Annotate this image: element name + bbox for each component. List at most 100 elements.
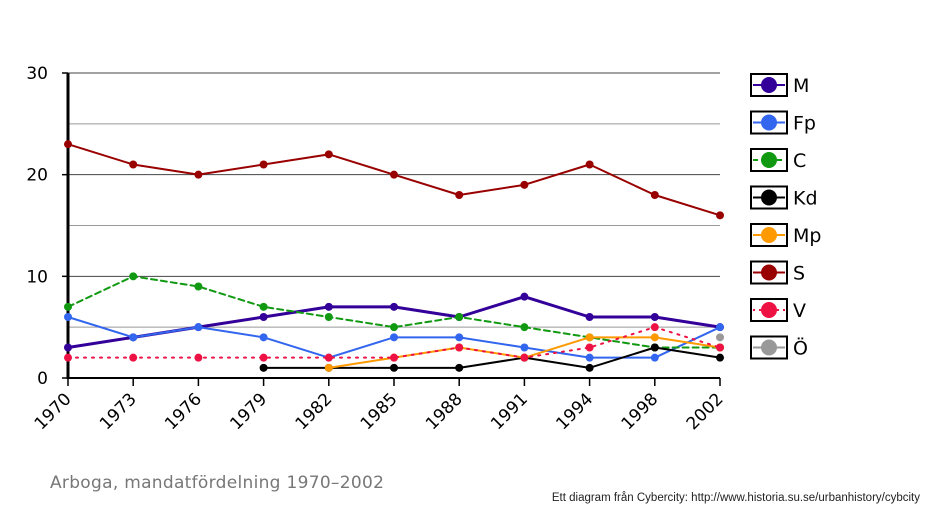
x-tick-label: 1982	[292, 389, 337, 434]
data-point	[585, 363, 594, 372]
data-point	[585, 343, 594, 352]
data-point	[259, 333, 268, 342]
legend-label: V	[793, 300, 806, 322]
data-point	[194, 323, 203, 332]
data-point	[390, 333, 398, 342]
legend-item-S: S	[750, 260, 805, 285]
axes: 0 10 20 30 1970 1973 1976 1979 1982 1985 1988 1991 1…	[26, 64, 727, 434]
data-point	[390, 323, 398, 332]
legend-item-Mp: Mp	[750, 223, 821, 247]
legend-label: Kd	[793, 188, 818, 210]
data-point	[259, 302, 268, 311]
data-point	[520, 292, 529, 301]
data-point	[64, 343, 72, 352]
legend-label: C	[793, 150, 806, 172]
data-point	[716, 343, 724, 352]
legend-swatch-marker	[761, 77, 777, 93]
legend-swatch-marker	[761, 302, 777, 318]
data-point	[194, 353, 203, 362]
data-point	[650, 333, 659, 342]
y-tick-label: 30	[26, 64, 48, 84]
y-tick-label: 0	[37, 369, 48, 389]
data-point	[390, 302, 398, 311]
data-point	[259, 363, 268, 372]
data-point	[129, 333, 138, 342]
data-point	[455, 191, 464, 199]
data-point	[585, 353, 594, 362]
x-tick-label: 1991	[487, 389, 532, 434]
x-tick-label: 1976	[161, 389, 206, 434]
legend-swatch-marker	[761, 152, 777, 168]
data-point	[716, 353, 724, 362]
data-point	[650, 323, 659, 332]
data-point	[194, 170, 203, 179]
data-point	[194, 282, 203, 291]
series-Ö	[716, 333, 724, 342]
y-tick-label: 20	[26, 166, 48, 186]
data-point	[64, 353, 72, 362]
data-point	[585, 333, 594, 342]
legend-item-C: C	[750, 148, 806, 172]
legend-swatch-marker	[761, 227, 777, 243]
legend-label: Mp	[793, 225, 821, 247]
data-point	[129, 272, 138, 281]
data-point	[324, 353, 333, 362]
data-point	[520, 343, 529, 352]
x-tick-label: 1970	[31, 389, 76, 434]
legend-item-Ö: Ö	[750, 335, 808, 360]
legend-item-M: M	[750, 73, 809, 97]
data-point	[716, 211, 724, 220]
data-point	[129, 160, 138, 169]
data-point	[64, 140, 72, 149]
data-point	[324, 313, 333, 321]
data-point	[390, 363, 398, 372]
data-point	[390, 353, 398, 362]
x-tick-label: 1998	[618, 389, 663, 434]
data-point	[324, 150, 333, 159]
x-tick-label: 1979	[226, 389, 271, 434]
legend-item-Kd: Kd	[750, 185, 818, 210]
data-point	[259, 353, 268, 362]
y-tick-label: 10	[26, 267, 48, 287]
series-line	[262, 346, 721, 369]
series-S	[64, 140, 724, 220]
legend-swatch-marker	[761, 264, 777, 281]
data-point	[455, 313, 464, 321]
data-point	[324, 302, 333, 311]
series-lines	[64, 140, 724, 372]
data-point	[716, 323, 724, 332]
legend-label: Fp	[793, 113, 816, 135]
x-tick-label: 1988	[422, 389, 467, 434]
data-point	[520, 323, 529, 332]
x-tick-label: 1985	[357, 389, 402, 434]
series-line	[327, 336, 721, 369]
x-tick-label: 1973	[96, 389, 141, 434]
x-tick-label: 1994	[552, 389, 597, 434]
series-line	[67, 275, 721, 349]
legend: M Fp C Kd Mp SVÖ	[750, 73, 821, 360]
data-point	[455, 333, 464, 342]
data-point	[64, 302, 72, 311]
data-point	[455, 363, 464, 372]
legend-label: M	[793, 75, 809, 97]
data-point	[129, 353, 138, 362]
legend-item-Fp: Fp	[750, 110, 816, 135]
series-line	[67, 326, 721, 359]
legend-label: S	[793, 263, 805, 285]
data-point	[520, 353, 529, 362]
series-Fp	[64, 313, 724, 362]
data-point	[650, 191, 659, 199]
data-point	[64, 313, 72, 321]
data-point	[390, 170, 398, 179]
series-V	[64, 323, 724, 362]
data-point	[259, 313, 268, 321]
x-tick-label: 2002	[683, 389, 728, 434]
chart-caption: Arboga, mandatfördelning 1970–2002	[50, 473, 385, 493]
data-point	[716, 333, 724, 342]
legend-label: Ö	[793, 337, 808, 360]
data-point	[650, 353, 659, 362]
source-credit: Ett diagram från Cybercity: http://www.h…	[551, 492, 920, 504]
legend-item-V: V	[750, 298, 806, 322]
data-point	[259, 160, 268, 169]
